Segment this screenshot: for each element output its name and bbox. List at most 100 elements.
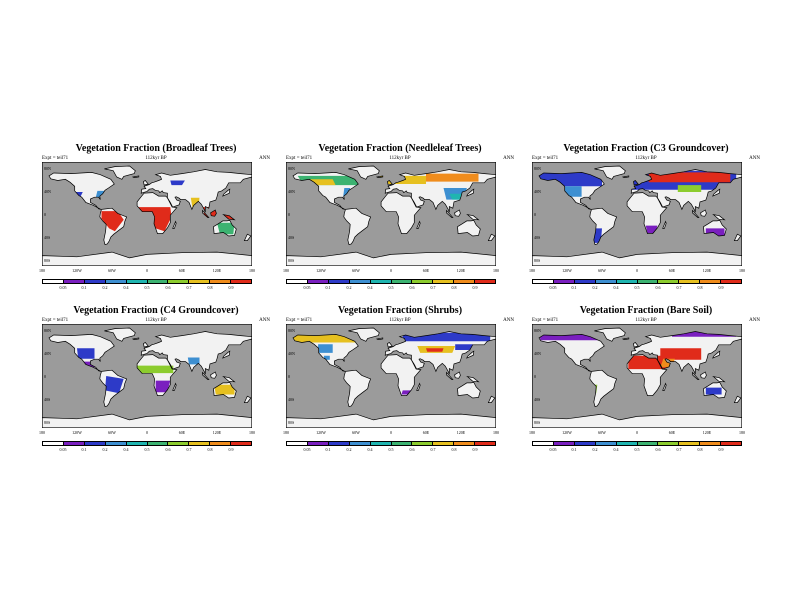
vegetation-fraction-patch xyxy=(318,344,333,353)
coastline-eurasia xyxy=(384,331,496,375)
map-canvas xyxy=(532,324,742,428)
x-tick-label: 180 xyxy=(39,430,45,435)
land-new-zealand xyxy=(734,234,741,241)
colorbar-level-label: 0.05 xyxy=(549,447,557,452)
y-tick-label: 0 xyxy=(534,374,536,379)
colorbar-level-label: 0.6 xyxy=(655,447,661,452)
colorbar-level-label: 0.2 xyxy=(592,285,598,290)
colorbar-swatch xyxy=(658,280,680,283)
coastline-new-guinea xyxy=(222,376,236,383)
land-north-america xyxy=(539,334,605,372)
coastline-japan xyxy=(222,350,231,359)
colorbar-level-label: 0.8 xyxy=(697,285,703,290)
x-tick-label: 0 xyxy=(146,268,148,273)
x-tick-label: 180 xyxy=(249,430,255,435)
colorbar-swatch xyxy=(43,442,64,445)
coastline-south-america xyxy=(343,207,372,246)
land-greenland xyxy=(104,328,136,342)
coastline-borneo xyxy=(210,371,217,379)
land-greenland xyxy=(104,166,136,180)
period-label: 112kyr BP xyxy=(389,156,411,161)
colorbar-level-label: 0.4 xyxy=(123,285,129,290)
land-new-guinea xyxy=(467,214,479,220)
map-frame xyxy=(42,162,252,266)
coastline-antarctica xyxy=(42,251,252,266)
colorbar-level-label: 0.6 xyxy=(165,285,171,290)
coastline-south-america xyxy=(99,369,128,408)
land-new-guinea xyxy=(223,376,235,382)
y-tick-label: 80S xyxy=(288,420,295,426)
coastline-sumatra xyxy=(202,371,210,380)
colorbar-level-label: 0.2 xyxy=(102,447,108,452)
colorbar-level-label: 0.1 xyxy=(571,447,577,452)
x-tick-labels: 180 120W 60W 0 60E 120E 180 xyxy=(283,430,499,438)
colorbar-swatch xyxy=(658,442,680,445)
coastline-north-america xyxy=(538,334,605,372)
coastline-australia xyxy=(213,220,237,237)
colorbar-swatch xyxy=(553,442,575,445)
coastline-britain xyxy=(633,342,639,348)
colorbar-level-label: 0.8 xyxy=(451,447,457,452)
land-borneo xyxy=(454,210,461,217)
y-tick-label: 40S xyxy=(534,397,541,403)
map-panel: Vegetation Fraction (C4 Groundcover) Expt… xyxy=(36,305,276,475)
land-britain xyxy=(143,180,149,186)
colorbar-level-label: 0.5 xyxy=(144,285,150,290)
colorbar-level-label: 0.05 xyxy=(549,285,557,290)
coastline-sumatra xyxy=(692,209,700,218)
colorbar-level-label: 0.8 xyxy=(207,285,213,290)
colorbar-swatch xyxy=(574,442,596,445)
coastline-greenland xyxy=(104,327,136,342)
x-tick-label: 180 xyxy=(283,430,289,435)
x-tick-labels: 180 120W 60W 0 60E 120E 180 xyxy=(39,430,255,438)
y-tick-label: 0 xyxy=(44,212,46,217)
coastline-britain xyxy=(143,180,149,186)
land-greenland xyxy=(594,328,626,342)
colorbar xyxy=(286,441,496,446)
vegetation-fraction-patch xyxy=(660,348,702,360)
colorbar-swatch xyxy=(84,280,106,283)
colorbar-level-label: 0.8 xyxy=(451,285,457,290)
colorbar-level-label: 0.9 xyxy=(228,285,234,290)
colorbar-swatch xyxy=(391,442,413,445)
colorbar-level-label: 0.8 xyxy=(207,447,213,452)
y-tick-label: 80N xyxy=(288,165,295,171)
colorbar-swatch xyxy=(454,442,476,445)
colorbar-level-label: 0.9 xyxy=(472,285,478,290)
colorbar-level-label: 0.5 xyxy=(388,285,394,290)
y-tick-label: 80N xyxy=(44,327,51,333)
world-map xyxy=(286,162,496,266)
coastline-japan xyxy=(466,350,475,359)
period-label: 112kyr BP xyxy=(389,318,411,323)
land-new-zealand xyxy=(244,234,251,241)
y-tick-label: 40N xyxy=(288,188,295,194)
map-canvas xyxy=(532,162,742,266)
colorbar-swatch xyxy=(147,280,169,283)
coastline-britain xyxy=(143,342,149,348)
coastline-australia xyxy=(703,220,727,237)
x-tick-label: 0 xyxy=(390,268,392,273)
coastline-sumatra xyxy=(202,209,210,218)
colorbar-swatch xyxy=(307,442,329,445)
land-antarctica xyxy=(286,414,496,428)
colorbar-labels: 0.05 0.1 0.2 0.4 0.5 0.6 0.7 0.8 0.9 xyxy=(286,447,496,455)
y-tick-label: 80N xyxy=(288,327,295,333)
map-frame xyxy=(286,324,496,428)
colorbar-swatch xyxy=(454,280,476,283)
colorbar-level-label: 0.5 xyxy=(634,447,640,452)
land-greenland xyxy=(348,166,380,180)
coastline-north-america xyxy=(48,334,115,372)
map-canvas xyxy=(42,162,252,266)
y-tick-label: 0 xyxy=(288,374,290,379)
colorbar-labels: 0.05 0.1 0.2 0.4 0.5 0.6 0.7 0.8 0.9 xyxy=(286,285,496,293)
colorbar-labels: 0.05 0.1 0.2 0.4 0.5 0.6 0.7 0.8 0.9 xyxy=(532,285,742,293)
colorbar-level-label: 0.2 xyxy=(102,285,108,290)
x-tick-label: 180 xyxy=(283,268,289,273)
colorbar-swatch xyxy=(533,280,554,283)
colorbar-level-label: 0.5 xyxy=(144,447,150,452)
colorbar-level-label: 0.4 xyxy=(613,285,619,290)
colorbar-level-label: 0.9 xyxy=(718,447,724,452)
colorbar-swatch xyxy=(328,280,350,283)
coastline-borneo xyxy=(700,371,707,379)
coastline-madagascar xyxy=(416,220,421,229)
